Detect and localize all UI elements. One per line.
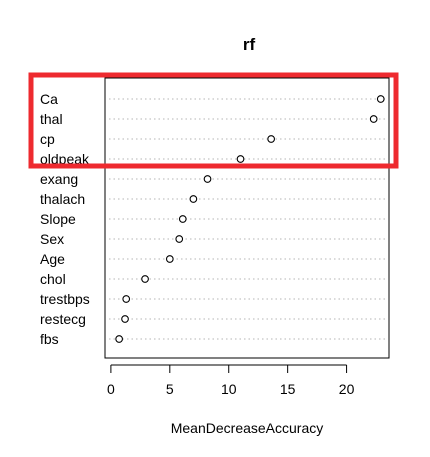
data-points [115, 95, 385, 343]
grid-lines [109, 98, 385, 340]
x-tick-label: 5 [166, 381, 174, 397]
data-point [369, 115, 378, 123]
data-point [236, 155, 245, 163]
data-point [165, 255, 174, 263]
data-point [175, 235, 184, 243]
plot-frame [104, 77, 390, 359]
data-point [267, 135, 276, 143]
category-labels: Ca thal cp oldpeak exang thalach Slope Sex Age ch… [40, 91, 90, 347]
category-label: trestbps [40, 291, 90, 307]
data-point [121, 315, 129, 323]
category-label: cp [40, 131, 55, 147]
data-point [376, 95, 385, 103]
highlight-box [28, 72, 399, 169]
data-point [122, 295, 131, 303]
category-label: thalach [40, 191, 85, 207]
category-label: chol [40, 271, 66, 287]
x-tick-label: 0 [107, 381, 115, 397]
category-label: Age [40, 251, 65, 267]
category-label: oldpeak [40, 151, 90, 167]
data-point [141, 275, 149, 283]
x-tick-label: 15 [280, 381, 296, 397]
data-point [189, 195, 198, 203]
category-label: restecg [40, 311, 86, 327]
category-label: Slope [40, 211, 76, 227]
data-point [203, 175, 212, 183]
x-tick-label: 10 [221, 381, 237, 397]
category-label: exang [40, 171, 78, 187]
x-tick-label: 20 [339, 381, 355, 397]
category-label: fbs [40, 331, 59, 347]
category-label: Sex [40, 231, 64, 247]
chart-title: rf [243, 35, 256, 54]
x-axis: 0 5 10 15 20 [107, 364, 355, 397]
data-point [178, 215, 187, 223]
data-point [115, 335, 123, 343]
category-label: thal [40, 111, 63, 127]
x-axis-label: MeanDecreaseAccuracy [171, 420, 324, 436]
category-label: Ca [40, 91, 58, 107]
